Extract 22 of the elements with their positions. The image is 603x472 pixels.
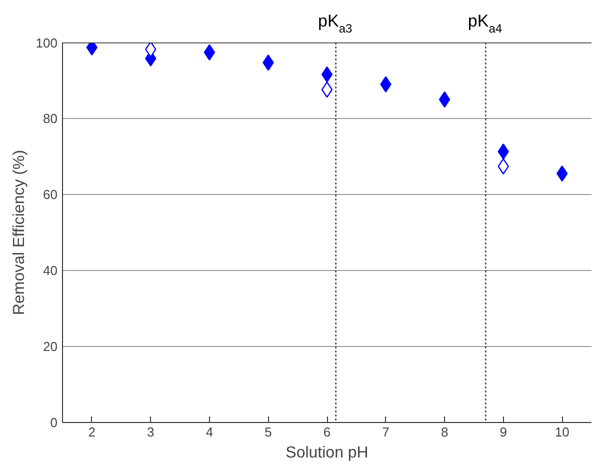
y-axis-title: Removal Efficiency (%) (10, 150, 28, 316)
point (204, 44, 216, 60)
x-tick-label: 8 (440, 424, 448, 440)
point (438, 91, 450, 108)
x-axis-title: Solution pH (286, 444, 368, 462)
y-tick-label: 40 (43, 263, 58, 278)
y-tick-label: 60 (43, 187, 58, 202)
x-tick-label: 2 (88, 424, 96, 440)
x-tick-label: 3 (147, 424, 154, 440)
y-tick-label: 20 (43, 339, 58, 354)
point (321, 82, 333, 98)
x-tick-label: 4 (206, 424, 214, 440)
y-tick-label: 80 (43, 111, 58, 126)
x-tick-label: 7 (382, 424, 390, 440)
point (321, 66, 333, 83)
y-tick-label: 0 (50, 415, 58, 430)
x-tick-label: 6 (323, 424, 331, 440)
x-tick-label: 9 (500, 424, 507, 440)
point (145, 42, 156, 58)
x-tick-label: 10 (554, 424, 570, 440)
y-tick-label: 100 (36, 36, 58, 50)
x-tick-label: 5 (264, 424, 272, 440)
